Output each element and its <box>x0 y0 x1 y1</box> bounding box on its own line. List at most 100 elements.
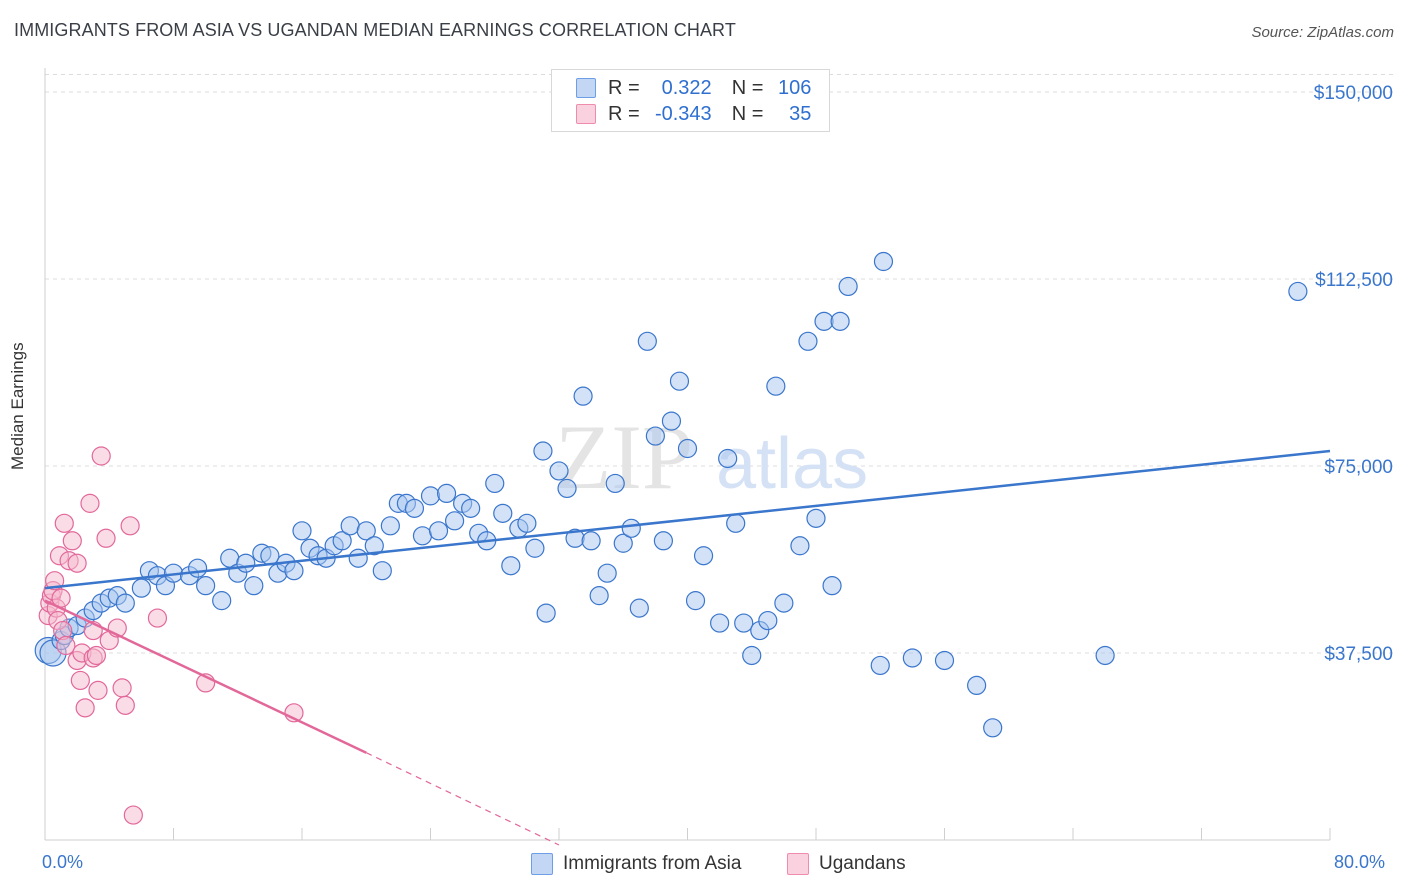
asia-point <box>902 648 922 668</box>
bottom-legend-asia: Immigrants from Asia <box>531 852 741 876</box>
axes <box>44 68 1331 841</box>
legend-row-ugandans: R = -0.343 N = 35 <box>576 102 811 126</box>
bottom-legend-swatch-ugandans <box>787 853 809 875</box>
asia-point <box>669 371 690 391</box>
asia-point <box>838 276 858 297</box>
x-tick-label-max: 80.0% <box>1334 852 1386 872</box>
ugandan-point <box>86 645 107 666</box>
y-tick-label: $75,000 <box>1324 457 1393 478</box>
legend-row-asia: R = 0.322 N = 106 <box>576 76 811 100</box>
trend-line-asia <box>44 449 1331 590</box>
asia-point <box>597 563 617 583</box>
asia-point <box>718 448 738 469</box>
asia-point <box>589 586 609 606</box>
asia-point <box>726 513 746 533</box>
ugandan-point <box>88 680 108 700</box>
asia-point <box>501 556 521 576</box>
series-ugandans <box>38 446 304 825</box>
asia-point <box>1288 281 1308 302</box>
asia-point <box>605 473 625 494</box>
asia-point <box>661 411 682 431</box>
legend-n-label: N = <box>731 102 764 125</box>
asia-point <box>436 483 457 504</box>
watermark-atlas: atlas <box>716 424 868 504</box>
asia-point <box>742 645 762 666</box>
ugandan-point <box>91 446 111 466</box>
asia-point <box>967 675 987 696</box>
asia-point <box>549 461 569 481</box>
legend-r-label: R = <box>608 76 640 99</box>
asia-point <box>461 498 481 518</box>
asia-point <box>1095 645 1115 666</box>
asia-point <box>404 498 425 518</box>
asia-point <box>734 613 754 633</box>
asia-point <box>196 576 216 596</box>
asia-point <box>364 536 384 556</box>
ugandan-point <box>80 493 100 513</box>
asia-point <box>536 603 556 623</box>
bottom-legend-label-asia: Immigrants from Asia <box>563 853 742 874</box>
asia-point <box>412 526 433 546</box>
asia-point <box>870 655 890 676</box>
y-tick-label: $150,000 <box>1314 83 1393 104</box>
y-tick-label: $37,500 <box>1324 644 1393 665</box>
asia-point <box>645 426 665 446</box>
ugandan-point <box>70 670 90 691</box>
asia-point <box>766 376 786 396</box>
asia-point <box>187 558 208 578</box>
asia-point <box>677 438 698 459</box>
asia-point <box>557 478 577 499</box>
legend-r-value: 0.322 <box>661 76 712 99</box>
asia-point <box>292 521 312 541</box>
ugandan-point <box>147 608 168 628</box>
asia-point <box>444 511 465 531</box>
bottom-legend-label-ugandans: Ugandans <box>819 853 906 874</box>
watermark: ZIP atlas <box>555 406 868 508</box>
ugandan-point <box>45 571 65 591</box>
legend-swatch-ugandans <box>576 104 596 124</box>
asia-point <box>806 508 826 528</box>
asia-point <box>517 513 537 533</box>
asia-point <box>790 536 810 556</box>
asia-point <box>236 553 256 573</box>
asia-point <box>581 531 601 551</box>
trend-line-ugandans <box>44 599 367 754</box>
ugandan-point <box>67 553 87 573</box>
asia-point <box>533 441 553 461</box>
asia-point <box>493 503 513 523</box>
asia-point <box>332 531 352 551</box>
asia-point <box>710 613 730 633</box>
ugandan-point <box>56 635 76 656</box>
y-tick-labels: $37,500 $75,000 $112,500 $150,000 <box>1314 83 1393 665</box>
asia-point <box>284 561 304 581</box>
asia-point <box>428 521 449 541</box>
asia-point <box>380 516 400 536</box>
source-credit: Source: ZipAtlas.com <box>1251 24 1394 41</box>
legend-r-label: R = <box>608 102 640 125</box>
asia-point <box>131 578 151 598</box>
asia-point <box>629 598 649 618</box>
ugandan-point <box>123 805 143 825</box>
asia-point <box>637 331 657 351</box>
series-immigrants-from-asia <box>34 251 1308 738</box>
ugandan-point <box>112 678 132 698</box>
legend-n-label: N = <box>731 76 764 99</box>
ugandan-point <box>54 513 74 533</box>
asia-point <box>212 591 232 611</box>
asia-point <box>356 521 376 541</box>
asia-point <box>774 593 794 613</box>
asia-point <box>621 518 641 538</box>
legend-r-value: -0.343 <box>654 102 712 125</box>
asia-point <box>693 546 714 566</box>
chart-title: IMMIGRANTS FROM ASIA VS UGANDAN MEDIAN E… <box>14 20 736 40</box>
ugandan-point <box>75 698 95 718</box>
asia-point <box>115 593 135 613</box>
asia-point <box>685 591 706 611</box>
asia-point <box>525 538 545 558</box>
correlation-legend: R = 0.322 N = 106 R = -0.343 N = 35 <box>551 69 830 132</box>
bottom-legend-swatch-asia <box>531 853 553 875</box>
legend-n-value: 106 <box>778 76 812 99</box>
asia-point <box>758 610 778 631</box>
asia-point <box>830 311 850 331</box>
asia-point <box>372 561 392 581</box>
